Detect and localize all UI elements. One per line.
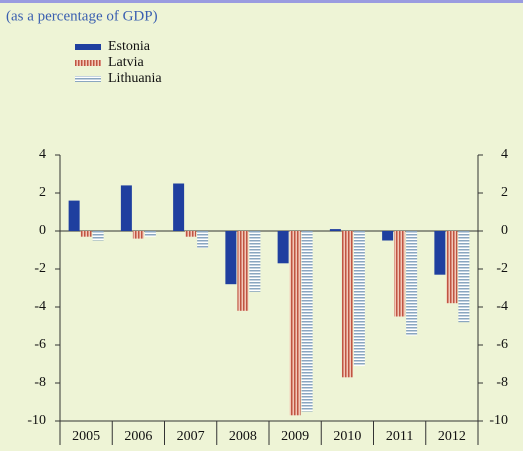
x-tick-label: 2008: [229, 429, 257, 444]
y2-tick-label: -4: [496, 299, 508, 314]
y2-tick-label: 2: [501, 185, 508, 200]
bar: [173, 183, 185, 231]
top-rule: [0, 0, 523, 3]
y-tick-label: 0: [39, 223, 46, 238]
bar: [132, 231, 144, 239]
legend-label: Estonia: [108, 39, 151, 54]
x-tick-label: 2009: [281, 429, 309, 444]
bar: [68, 200, 80, 231]
y-tick-label: 2: [39, 185, 46, 200]
y2-tick-label: -8: [496, 375, 508, 390]
bar: [301, 231, 313, 412]
bar: [237, 231, 249, 311]
bar: [394, 231, 406, 317]
bar: [329, 229, 341, 231]
bar: [353, 231, 365, 366]
y2-tick-label: 0: [501, 223, 508, 238]
x-tick-label: 2010: [333, 429, 361, 444]
y2-tick-label: 4: [501, 147, 508, 162]
x-tick-label: 2007: [177, 429, 205, 444]
bar: [277, 231, 289, 264]
bar: [185, 231, 197, 237]
bar: [406, 231, 418, 336]
bar: [80, 231, 92, 237]
legend-swatch: [75, 76, 101, 82]
y2-tick-label: -2: [496, 261, 508, 276]
x-tick-label: 2005: [72, 429, 100, 444]
bar: [382, 231, 394, 241]
x-tick-label: 2012: [438, 429, 466, 444]
y2-tick-label: -6: [496, 337, 508, 352]
chart-subtitle: (as a percentage of GDP): [6, 8, 158, 24]
y-tick-label: -2: [34, 261, 46, 276]
x-tick-label: 2011: [386, 429, 413, 444]
bar: [458, 231, 470, 323]
x-tick-label: 2006: [124, 429, 152, 444]
y-tick-label: 4: [39, 147, 46, 162]
bar: [144, 231, 156, 237]
bar: [446, 231, 458, 304]
legend-swatch: [75, 44, 101, 50]
legend-swatch: [75, 60, 101, 66]
bar: [197, 231, 209, 249]
bar: [92, 231, 104, 241]
bar: [434, 231, 446, 275]
bar: [289, 231, 301, 416]
y-tick-label: -6: [34, 337, 46, 352]
y-tick-label: -8: [34, 375, 46, 390]
bar: [341, 231, 353, 378]
bar: [225, 231, 237, 285]
y-tick-label: -10: [27, 413, 46, 428]
y2-tick-label: -10: [489, 413, 508, 428]
legend-label: Latvia: [108, 55, 145, 70]
y-tick-label: -4: [34, 299, 46, 314]
bar: [249, 231, 261, 292]
bar: [120, 185, 132, 231]
legend-label: Lithuania: [108, 71, 162, 86]
